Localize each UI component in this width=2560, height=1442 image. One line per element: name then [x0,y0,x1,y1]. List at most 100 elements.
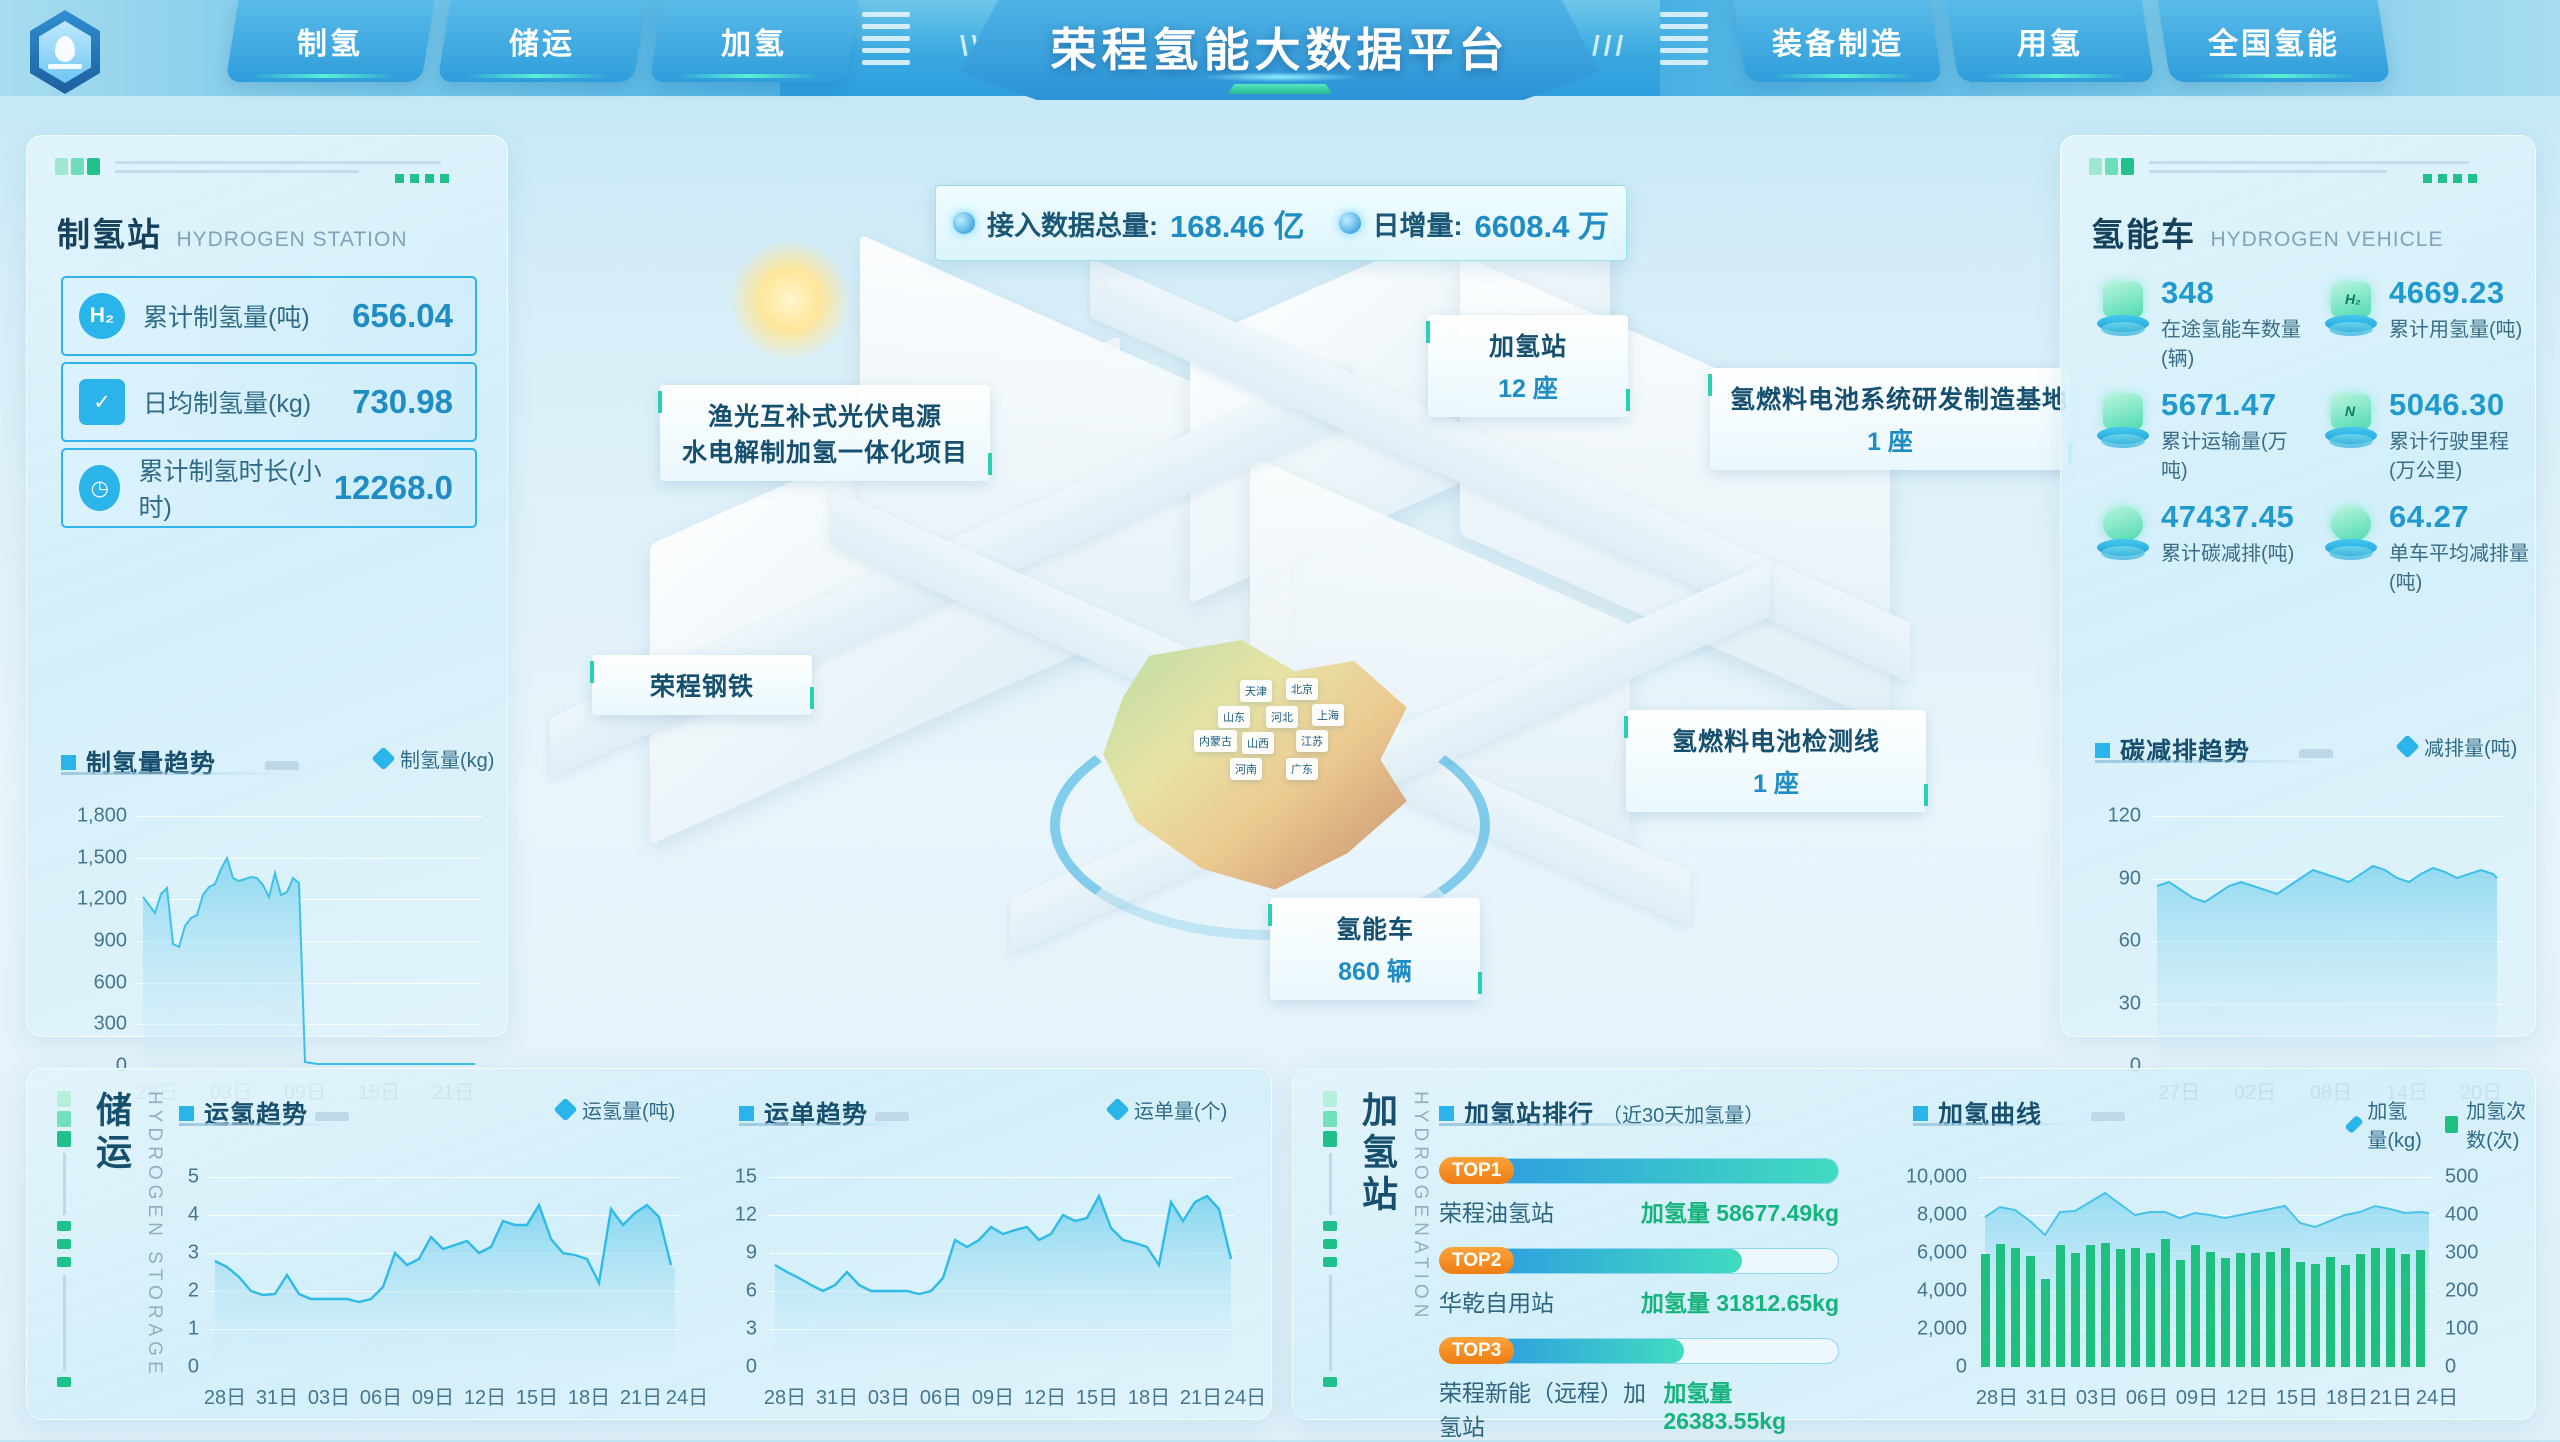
h2-icon: H₂ [79,293,125,339]
map-city-tag: 山西 [1242,732,1274,754]
vehicle-stat-mileage[interactable]: N 5046.30 累计行驶里程(万公里) [2323,387,2533,483]
nav-tab-chuyun[interactable]: 储运 [437,0,647,82]
ranking-item-2[interactable]: TOP2 华乾自用站 加氢量 31812.65kg [1439,1247,1839,1318]
odometer-icon: N [2323,392,2379,450]
ranking-item-3[interactable]: TOP3 荣程新能（远程）加氢站 加氢量 26383.55kg [1439,1337,1839,1442]
chart-note: （近30天加氢量） [1602,1104,1765,1127]
rank-badge: TOP3 [1439,1337,1515,1364]
side-title-cn: 加氢站 [1357,1091,1398,1217]
hydrogen-station-panel: 制氢站 HYDROGEN STATION H₂ 累计制氢量(吨) 656.04 … [26,135,508,1104]
chart-bullet-icon [2095,742,2110,758]
legend-label: 运单量(个) [1134,1101,1228,1123]
label-line1: 氢燃料电池检测线 [1671,728,1880,756]
vehicle-label[interactable]: 氢能车 860 辆 [1268,898,1482,1000]
vehicle-stat-transport-volume[interactable]: 5671.47 累计运输量(万吨) [2095,387,2305,482]
station-name: 华乾自用站 [1439,1290,1554,1316]
chart-bullet-icon [739,1105,754,1121]
ranking-item-1[interactable]: TOP1 荣程油氢站 加氢量 58677.49kg [1439,1157,1839,1228]
chart-bullet-icon [1439,1105,1454,1121]
nav-tab-yongqing[interactable]: 用氢 [1945,0,2155,82]
label-line1: 氢燃料电池系统研发制造基地 [1730,386,2069,414]
side-title-en: HYDROGENATION [1410,1091,1431,1323]
legend-label: 制氢量(kg) [400,750,495,772]
stat-label: 累计碳减排(吨) [2161,543,2295,566]
hydrogen-station-label[interactable]: 加氢站 12 座 [1426,315,1630,417]
vehicle-stat-carbon-reduction[interactable]: 47437.45 累计碳减排(吨) [2095,499,2305,592]
label-value: 1 座 [1867,428,1913,456]
station-name: 荣程新能（远程）加氢站 [1439,1380,1646,1440]
nav-tab-jiaqing[interactable]: 加氢 [649,0,859,82]
legend-diamond-icon [553,1097,578,1122]
nav-tab-label: 储运 [509,28,575,61]
stat-value: 730.98 [352,383,453,420]
map-city-tag: 天津 [1240,680,1272,702]
map-city-tag: 广东 [1286,758,1318,780]
chart-plot-production [135,816,483,1066]
chart-bullet-icon [61,754,76,770]
nav-tab-label: 制氢 [297,28,363,61]
header-steps-left-icon [862,12,910,76]
summary-item-daily: 日增量: 6608.4 万 [1338,201,1609,246]
header-steps-right-icon [1660,12,1708,76]
chart-plot-waybill [769,1177,1235,1367]
legend-diamond-icon [1105,1097,1130,1122]
orb-icon [953,212,976,234]
chart-underline [2095,760,2325,763]
stat-label: 日均制氢量(kg) [143,390,312,418]
stat-label: 在途氢能车数量(辆) [2161,319,2301,371]
pv-project-label[interactable]: 渔光互补式光伏电源 水电解制加氢一体化项目 [658,385,992,481]
station-value: 加氢量 31812.65kg [1640,1290,1839,1316]
platform-title-area: 荣程氢能大数据平台 [880,0,1680,112]
chart-legend-carbon: 减排量(吨) [2395,732,2517,761]
fuelcell-testline-label[interactable]: 氢燃料电池检测线 1 座 [1624,710,1928,812]
truck-icon [2095,280,2151,338]
hydrogenation-panel: 加氢站 HYDROGENATION 加氢站排行 （近30天加氢量） TOP1 荣… [1292,1068,2536,1440]
nav-tab-zhiqing[interactable]: 制氢 [225,0,435,82]
axis-y-carbon: 120 90 60 30 0 [2107,804,2141,1077]
map-city-tag: 山东 [1218,706,1250,728]
nav-tab-quanguo[interactable]: 全国氢能 [2157,0,2391,82]
label-line1: 氢能车 [1335,916,1414,944]
label-line1: 加氢站 [1488,333,1567,361]
panel-title: 制氢站 HYDROGEN STATION [57,208,408,256]
fuelcell-base-label[interactable]: 氢燃料电池系统研发制造基地 1 座 [1708,368,2072,470]
chart-legend-production: 制氢量(kg) [371,744,495,773]
summary-item-total: 接入数据总量: 168.46 亿 [953,201,1304,246]
h2-cloud-icon: H₂ [2323,280,2379,338]
chart-legend-transport: 运氢量(吨) [553,1095,675,1124]
chart-tab-decor [265,761,299,770]
stat-value: 5671.47 [2161,387,2277,422]
summary-value: 168.46 亿 [1170,208,1305,244]
stat-row-total-hours[interactable]: ◷ 累计制氢时长(小时) 12268.0 [61,448,477,528]
map-city-tag: 江苏 [1296,730,1328,752]
side-title-en: HYDROGEN STORAGE [144,1091,165,1379]
vehicle-stat-total-hydrogen[interactable]: H₂ 4669.23 累计用氢量(吨) [2323,275,2533,368]
vehicle-stat-avg-reduction[interactable]: 64.27 单车平均减排量(吨) [2323,499,2533,594]
chart-plot-transport [209,1177,679,1367]
vehicle-stat-in-transit[interactable]: 348 在途氢能车数量(辆) [2095,275,2305,371]
map-city-tag: 北京 [1286,678,1318,700]
stat-label: 累计行驶里程(万公里) [2389,431,2509,483]
data-summary-bar: 接入数据总量: 168.46 亿 日增量: 6608.4 万 [935,185,1627,261]
clock-icon: ◷ [79,465,121,511]
stat-row-total-production[interactable]: H₂ 累计制氢量(吨) 656.04 [61,276,477,356]
chart-underline [739,1123,899,1126]
legend-diamond-icon [2344,1114,2364,1134]
panel-title: 氢能车 HYDROGEN VEHICLE [2091,208,2444,256]
stat-value: 64.27 [2389,499,2470,534]
stat-value: 348 [2161,275,2215,310]
chart-legend-curve: 加氢量(kg) 加氢次数(次) [2344,1095,2535,1153]
label-line1: 荣程钢铁 [649,673,754,701]
chart-bullet-icon [1913,1105,1928,1121]
legend-diamond-icon [2395,734,2420,759]
axis-y-production: 1,800 1,500 1,200 900 600 300 0 [76,804,127,1077]
slash-right-icon: /// [1592,30,1628,61]
chart-underline [179,1123,339,1126]
nav-tab-zhuangbei[interactable]: 装备制造 [1733,0,1943,82]
legend-square-icon [2444,1115,2459,1133]
chart-underline [1913,1123,2073,1126]
stat-row-daily-average[interactable]: ✓ 日均制氢量(kg) 730.98 [61,362,477,442]
steel-label[interactable]: 荣程钢铁 [590,655,814,715]
